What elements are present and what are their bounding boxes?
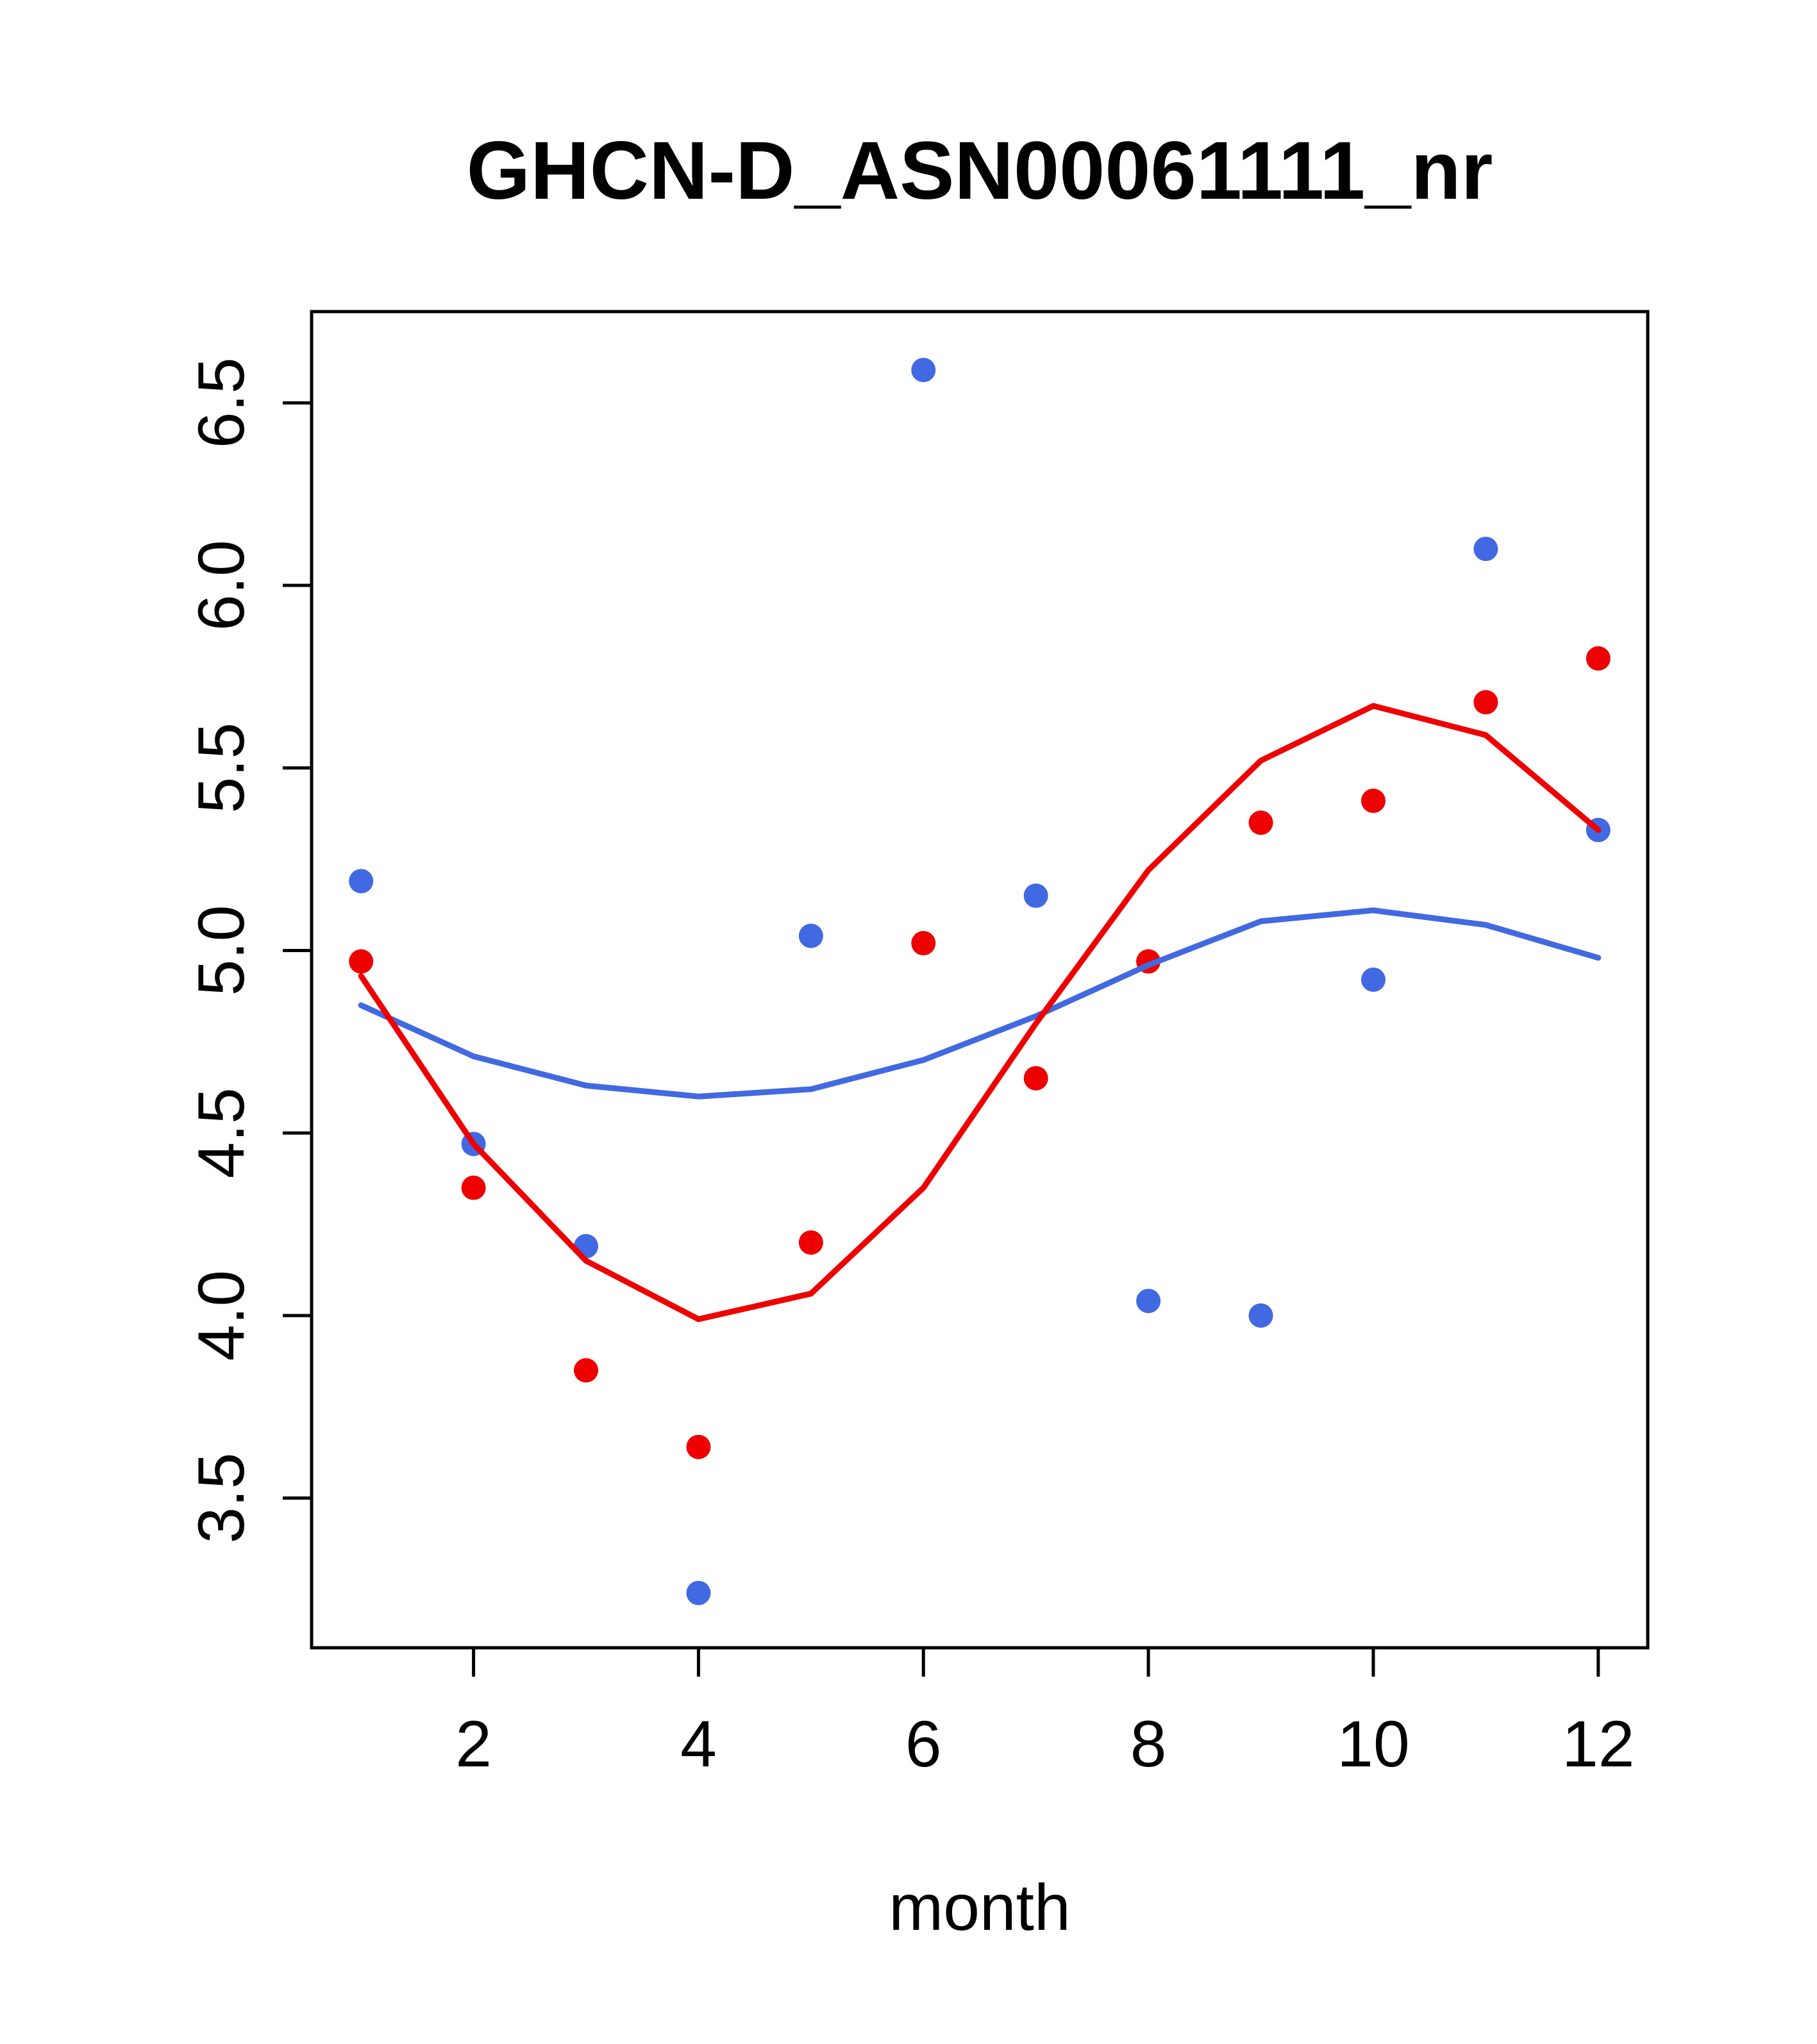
red-points-point bbox=[1473, 690, 1498, 715]
blue-points-point bbox=[911, 358, 936, 383]
x-tick-label: 4 bbox=[680, 1707, 717, 1780]
blue-points-point bbox=[1248, 1303, 1273, 1328]
x-tick-label: 10 bbox=[1337, 1707, 1409, 1780]
blue-points-point bbox=[1473, 537, 1498, 562]
red-points-point bbox=[461, 1175, 486, 1200]
blue-points-point bbox=[1136, 1289, 1161, 1314]
red-points-point bbox=[1586, 646, 1611, 671]
chart-title: GHCN-D_ASN00061111_nr bbox=[467, 125, 1493, 217]
blue-points-point bbox=[1023, 884, 1048, 909]
red-smooth-line bbox=[358, 703, 1602, 1323]
plot-box bbox=[310, 310, 1650, 1650]
y-tick-label: 4.0 bbox=[185, 1270, 258, 1361]
red-points-point bbox=[798, 1230, 823, 1255]
x-tick-label: 12 bbox=[1562, 1707, 1634, 1780]
red-points-point bbox=[1248, 810, 1273, 835]
red-points-point bbox=[686, 1434, 711, 1459]
blue-points-point bbox=[349, 869, 374, 894]
y-tick-label: 6.5 bbox=[185, 357, 258, 448]
y-tick-label: 4.5 bbox=[185, 1087, 258, 1178]
x-tick-label: 2 bbox=[455, 1707, 492, 1780]
red-points-point bbox=[1023, 1066, 1048, 1091]
red-points-point bbox=[574, 1358, 599, 1383]
blue-points-point bbox=[1361, 968, 1386, 992]
y-tick-label: 3.5 bbox=[185, 1453, 258, 1544]
blue-points-point bbox=[686, 1580, 711, 1605]
red-points-point bbox=[349, 949, 374, 974]
y-tick-label: 5.0 bbox=[185, 905, 258, 996]
x-tick-label: 8 bbox=[1130, 1707, 1167, 1780]
blue-points-point bbox=[798, 923, 823, 948]
y-tick-label: 5.5 bbox=[185, 723, 258, 814]
x-axis-label: month bbox=[889, 1871, 1071, 1944]
blue-smooth-line bbox=[358, 907, 1602, 1100]
red-points-point bbox=[911, 931, 936, 956]
x-tick-label: 6 bbox=[905, 1707, 942, 1780]
y-tick-label: 6.0 bbox=[185, 540, 258, 631]
plot-area: 2 4 6 8 10 12 3.5 4.0 4.5 5.0 5.5 6.0 6.5 bbox=[185, 310, 1650, 1780]
red-points-point bbox=[1361, 788, 1386, 813]
